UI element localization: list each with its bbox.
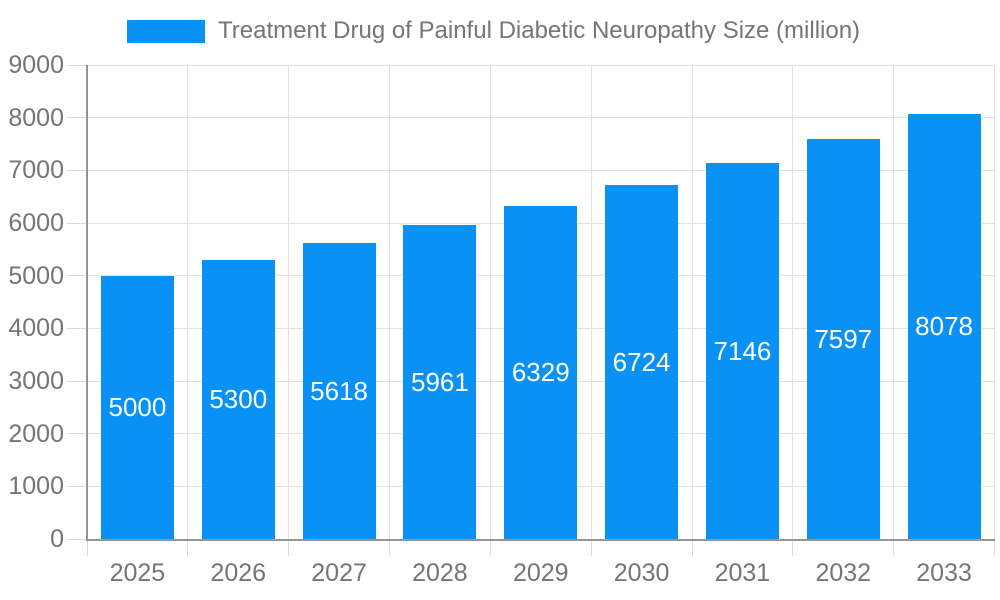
x-axis-tick (187, 539, 189, 556)
y-axis-tick-label: 8000 (8, 103, 64, 132)
v-gridline (389, 65, 390, 539)
y-axis-tick (67, 433, 87, 435)
y-axis-tick-label: 7000 (8, 156, 64, 185)
y-axis-tick (67, 485, 87, 487)
bar (504, 205, 578, 539)
x-axis-tick (893, 539, 895, 556)
x-axis-tick-label: 2028 (412, 559, 468, 587)
x-axis-tick (792, 539, 794, 556)
y-axis-tick (67, 327, 87, 329)
y-axis-tick (67, 275, 87, 277)
y-axis-tick (67, 64, 87, 66)
v-gridline (288, 65, 290, 539)
bar-value-label: 7597 (814, 323, 873, 354)
x-axis-tick (994, 539, 995, 556)
y-axis-tick-label: 3000 (8, 367, 64, 395)
x-axis-tick-label: 2025 (109, 559, 166, 587)
y-axis-tick (67, 538, 87, 540)
y-axis-tick-label: 5000 (8, 261, 64, 290)
bar (806, 138, 880, 539)
x-axis-tick-label: 2030 (613, 559, 670, 587)
x-axis-tick (86, 539, 88, 556)
bar-value-label: 8078 (915, 311, 973, 342)
bar (100, 275, 174, 539)
x-axis-tick (691, 539, 693, 556)
x-axis-line (87, 538, 995, 541)
h-gridline (87, 64, 995, 66)
v-gridline (187, 65, 189, 539)
x-axis-tick-label: 2033 (916, 559, 972, 587)
legend-label[interactable]: Treatment Drug of Painful Diabetic Neuro… (218, 17, 861, 44)
v-gridline (893, 65, 895, 539)
legend-swatch[interactable] (127, 20, 205, 43)
h-gridline (87, 117, 995, 119)
x-axis-tick-label: 2027 (311, 559, 367, 587)
y-axis-tick-label: 2000 (8, 419, 64, 448)
v-gridline (590, 65, 592, 539)
y-axis-tick (67, 380, 87, 382)
x-axis-tick-label: 2026 (210, 559, 267, 587)
x-axis-tick-label: 2032 (815, 559, 872, 587)
bar-value-label: 5300 (209, 384, 268, 415)
bar-value-label: 6724 (612, 346, 671, 377)
y-axis-tick-label: 0 (50, 525, 64, 553)
y-axis-tick-label: 6000 (8, 209, 64, 237)
y-axis-line (86, 65, 88, 541)
bar (705, 162, 779, 539)
x-axis-tick-label: 2031 (714, 559, 771, 587)
bar-value-label: 5618 (310, 376, 368, 407)
bar-value-label: 6329 (511, 357, 570, 388)
bar-value-label: 5961 (410, 367, 469, 398)
bar (605, 184, 679, 539)
y-axis-tick-label: 9000 (8, 51, 64, 79)
v-gridline (489, 65, 491, 539)
v-gridline (792, 65, 794, 539)
y-axis-tick-label: 4000 (8, 314, 64, 343)
v-gridline (691, 65, 693, 539)
x-axis-tick (489, 539, 491, 556)
bar (907, 113, 981, 539)
x-axis-tick-label: 2029 (512, 559, 569, 587)
x-axis-tick (288, 539, 290, 556)
y-axis-tick (67, 169, 87, 171)
bar-value-label: 5000 (108, 392, 167, 423)
bar (403, 225, 477, 539)
bar-value-label: 7146 (713, 335, 772, 366)
y-axis-tick-label: 1000 (8, 472, 64, 501)
legend: Treatment Drug of Painful Diabetic Neuro… (0, 0, 1000, 55)
v-gridline (994, 65, 995, 539)
h-gridline (87, 169, 995, 171)
y-axis-tick (67, 222, 87, 224)
x-axis-tick (389, 539, 390, 556)
bar (302, 243, 376, 539)
bar (201, 259, 275, 539)
y-axis-tick (67, 117, 87, 119)
x-axis-tick (590, 539, 592, 556)
